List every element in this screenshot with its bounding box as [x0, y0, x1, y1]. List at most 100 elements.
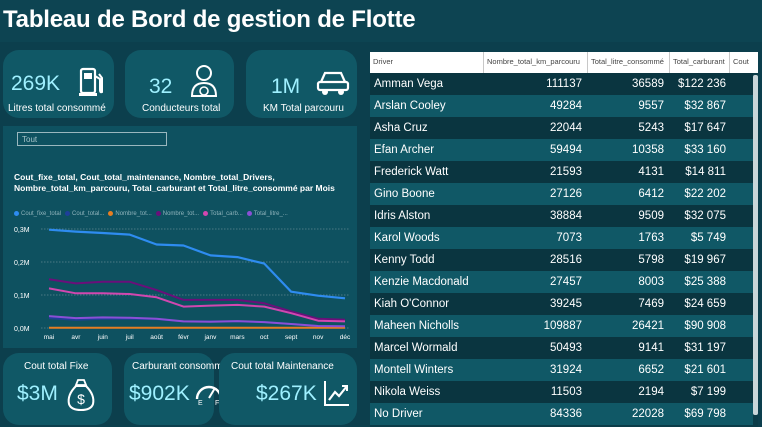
- table-row[interactable]: Gino Boone 27126 6412 $22 202: [370, 183, 754, 205]
- cell-driver: Kenny Todd: [374, 254, 435, 266]
- column-header-litres[interactable]: Total_litre_consommé: [588, 52, 670, 73]
- cell-litres: 6412: [638, 188, 664, 200]
- column-header-driver[interactable]: Driver: [370, 52, 484, 73]
- cell-km: 11503: [550, 386, 582, 398]
- y-tick-label: 0,3M: [14, 227, 30, 234]
- kpi-card-fuel[interactable]: Carburant consommé $902K E F: [124, 353, 228, 425]
- cell-km: 111137: [546, 78, 582, 90]
- cell-litres: 10358: [632, 144, 664, 156]
- table-row[interactable]: No Driver 84336 22028 $69 798: [370, 403, 754, 425]
- cell-driver: Kiah O'Connor: [374, 298, 450, 310]
- legend-item[interactable]: Nombre_tot...: [155, 211, 200, 218]
- drivers-table[interactable]: Driver Nombre_total_km_parcouru Total_li…: [370, 52, 758, 427]
- cell-driver: Kenzie Macdonald: [374, 276, 469, 288]
- cell-litres: 9509: [638, 210, 664, 222]
- cell-km: 109887: [543, 320, 582, 332]
- legend-label: Nombre_tot...: [162, 211, 200, 218]
- table-row[interactable]: Marcel Wormald 50493 9141 $31 197: [370, 337, 754, 359]
- kpi-card-fixed-cost[interactable]: Cout total Fixe $3M $: [3, 353, 112, 425]
- x-tick-label: avr: [71, 334, 81, 341]
- series-line[interactable]: [48, 228, 346, 300]
- kpi-fixed-cost-label: Cout total Fixe: [24, 361, 89, 372]
- table-row[interactable]: Asha Cruz 22044 5243 $17 647: [370, 117, 754, 139]
- series-line[interactable]: [48, 315, 346, 328]
- table-row[interactable]: Amman Vega 111137 36589 $122 236: [370, 73, 754, 95]
- legend-label: Cout_fixe_total: [21, 211, 62, 218]
- cell-km: 21593: [550, 166, 582, 178]
- kpi-drivers-label: Conducteurs total: [142, 103, 221, 114]
- cell-carburant: $17 647: [684, 122, 726, 134]
- legend-item[interactable]: Cout_fixe_total: [14, 211, 61, 217]
- cell-driver: Idris Alston: [374, 210, 431, 222]
- chart-legend: Cout_fixe_total Cout_total... Nombre_tot..…: [14, 211, 292, 217]
- cell-litres: 4131: [638, 166, 664, 178]
- cell-driver: Nikola Weiss: [374, 386, 441, 398]
- table-row[interactable]: Nikola Weiss 11503 2194 $7 199: [370, 381, 754, 403]
- page-title: Tableau de Bord de gestion de Flotte: [3, 6, 416, 33]
- table-row[interactable]: Frederick Watt 21593 4131 $14 811: [370, 161, 754, 183]
- x-tick-label: janv: [203, 334, 217, 341]
- table-row[interactable]: Karol Woods 7073 1763 $5 749: [370, 227, 754, 249]
- kpi-card-litres[interactable]: 269K Litres total consommé: [3, 50, 114, 118]
- x-tick-label: juin: [97, 334, 109, 341]
- legend-dot: [155, 211, 161, 216]
- kpi-fuel-label: Carburant consommé: [132, 361, 229, 372]
- cell-km: 28516: [550, 254, 582, 266]
- legend-label: Total_carb...: [210, 211, 243, 218]
- kpi-fuel-value: $902K: [129, 382, 190, 405]
- chart-title: Cout_fixe_total, Cout_total_maintenance,…: [14, 172, 335, 193]
- kpi-card-maintenance[interactable]: Cout total Maintenance $267K: [219, 353, 357, 425]
- column-header-carburant[interactable]: Total_carburant: [670, 52, 730, 73]
- cell-driver: Montell Winters: [374, 364, 454, 376]
- cell-litres: 2194: [638, 386, 664, 398]
- table-row[interactable]: Maheen Nicholls 109887 26421 $90 908: [370, 315, 754, 337]
- series-line[interactable]: [48, 278, 346, 321]
- kpi-maintenance-value: $267K: [256, 382, 317, 405]
- x-tick-label: sept: [285, 334, 297, 341]
- legend-dot: [108, 211, 114, 216]
- table-scrollbar-thumb[interactable]: [753, 75, 758, 415]
- table-scrollbar[interactable]: [753, 73, 758, 427]
- cell-driver: Amman Vega: [374, 78, 444, 90]
- cell-km: 39245: [550, 298, 582, 310]
- legend-item[interactable]: Nombre_tot...: [108, 211, 152, 217]
- table-row[interactable]: Efan Archer 59494 10358 $33 160: [370, 139, 754, 161]
- y-tick-label: 0,2M: [14, 260, 30, 267]
- cell-driver: Frederick Watt: [374, 166, 449, 178]
- title-bar: [0, 0, 762, 42]
- cell-litres: 5798: [638, 254, 664, 266]
- legend-dot: [65, 211, 71, 216]
- table-row[interactable]: Arslan Cooley 49284 9557 $32 867: [370, 95, 754, 117]
- period-filter-dropdown[interactable]: Tout: [17, 132, 167, 146]
- cell-km: 31924: [550, 364, 582, 376]
- legend-item[interactable]: Cout_total...: [65, 211, 104, 217]
- column-header-km[interactable]: Nombre_total_km_parcouru: [484, 52, 588, 73]
- series-line[interactable]: [48, 287, 346, 323]
- legend-item[interactable]: Total_litre_...: [246, 211, 288, 217]
- kpi-card-drivers[interactable]: 32 Conducteurs total: [125, 50, 234, 118]
- kpi-card-km[interactable]: 1M KM Total parcouru: [246, 50, 357, 118]
- x-tick-label: nov: [313, 334, 324, 341]
- cell-litres: 36589: [632, 78, 664, 90]
- trend-up-icon: [324, 381, 349, 406]
- table-row[interactable]: Kiah O'Connor 39245 7469 $24 659: [370, 293, 754, 315]
- cell-carburant: $69 798: [684, 408, 726, 420]
- cell-carburant: $122 236: [678, 78, 726, 90]
- cell-driver: Efan Archer: [374, 144, 435, 156]
- cell-carburant: $5 749: [690, 232, 726, 244]
- cell-litres: 7469: [638, 298, 664, 310]
- column-header-cout[interactable]: Cout: [733, 57, 749, 66]
- cell-carburant: $7 199: [690, 386, 726, 398]
- cell-driver: No Driver: [374, 408, 423, 420]
- fuel-pump-icon: [79, 67, 103, 96]
- table-row[interactable]: Kenzie Macdonald 27457 8003 $25 388: [370, 271, 754, 293]
- svg-text:E: E: [198, 400, 203, 405]
- table-row[interactable]: Idris Alston 38884 9509 $32 075: [370, 205, 754, 227]
- table-row[interactable]: Kenny Todd 28516 5798 $19 967: [370, 249, 754, 271]
- y-tick-label: 0,1M: [14, 293, 30, 300]
- x-tick-label: mars: [230, 334, 245, 341]
- cell-driver: Maheen Nicholls: [374, 320, 460, 332]
- legend-item[interactable]: Total_carb...: [203, 211, 243, 217]
- cell-carburant: $31 197: [684, 342, 726, 354]
- table-row[interactable]: Montell Winters 31924 6652 $21 601: [370, 359, 754, 381]
